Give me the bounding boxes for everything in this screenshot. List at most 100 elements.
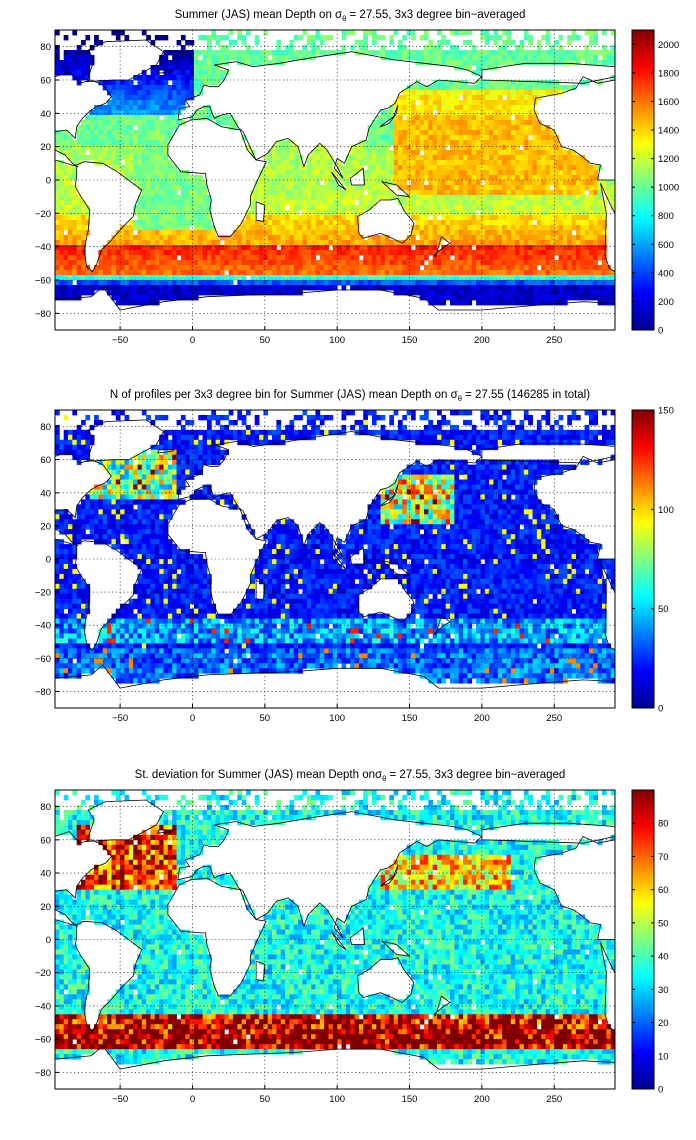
data-cell: [515, 95, 520, 101]
data-cell: [358, 145, 364, 151]
data-cell: [445, 85, 451, 91]
data-cell: [450, 150, 455, 156]
data-cell: [506, 155, 512, 161]
y-tick-label: 20: [40, 142, 51, 153]
data-cell: [150, 419, 156, 426]
data-cell: [575, 245, 581, 251]
data-cell: [450, 295, 455, 301]
data-cell: [358, 155, 364, 161]
data-cell: [554, 200, 559, 206]
data-cell: [575, 255, 581, 261]
data-cell: [293, 275, 299, 281]
data-cell: [59, 205, 65, 211]
data-cell: [410, 140, 416, 146]
data-cell: [311, 185, 316, 191]
data-cell: [463, 185, 468, 191]
data-cell: [497, 35, 503, 41]
data-cell: [502, 260, 507, 266]
data-cell: [337, 190, 342, 196]
data-cell: [515, 130, 520, 136]
data-cell: [311, 160, 316, 166]
data-cell: [480, 55, 486, 61]
data-cell: [237, 270, 243, 276]
data-cell: [176, 250, 182, 256]
data-cell: [367, 125, 373, 131]
data-cell: [406, 265, 412, 271]
data-cell: [389, 135, 394, 141]
data-cell: [63, 295, 69, 301]
data-cell: [497, 220, 503, 226]
data-cell: [515, 105, 520, 111]
data-cell: [593, 250, 599, 256]
data-cell: [445, 260, 451, 266]
data-cell: [580, 270, 586, 276]
data-cell: [593, 200, 599, 206]
data-cell: [202, 245, 208, 251]
data-cell: [580, 255, 586, 261]
data-cell: [432, 170, 438, 176]
data-cell: [354, 155, 360, 161]
data-cell: [332, 429, 338, 436]
data-cell: [167, 75, 173, 81]
data-cell: [493, 225, 499, 231]
data-cell: [610, 30, 616, 36]
data-cell: [571, 175, 577, 181]
data-cell: [450, 285, 455, 291]
data-cell: [528, 130, 533, 136]
data-cell: [124, 265, 130, 271]
data-cell: [601, 424, 607, 431]
data-cell: [167, 255, 173, 261]
data-cell: [384, 110, 390, 116]
data-cell: [198, 250, 203, 256]
data-cell: [124, 290, 130, 296]
data-cell: [493, 100, 499, 106]
data-cell: [298, 250, 303, 256]
data-cell: [163, 85, 169, 91]
data-cell: [324, 195, 329, 201]
data-cell: [141, 410, 147, 416]
data-cell: [141, 115, 147, 121]
data-cell: [445, 80, 451, 86]
data-cell: [219, 285, 225, 291]
data-cell: [493, 295, 499, 301]
data-cell: [250, 240, 256, 246]
data-cell: [593, 255, 599, 261]
data-cell: [545, 165, 551, 171]
data-cell: [458, 245, 464, 251]
data-cell: [450, 45, 455, 51]
data-cell: [85, 285, 91, 291]
data-cell: [72, 190, 78, 196]
data-cell: [476, 290, 481, 296]
data-cell: [584, 220, 590, 226]
data-cell: [293, 155, 299, 161]
data-cell: [285, 185, 290, 191]
data-cell: [541, 220, 546, 226]
data-cell: [489, 230, 494, 236]
data-cell: [606, 275, 612, 281]
data-cell: [120, 115, 125, 121]
data-cell: [272, 165, 277, 171]
data-cell: [124, 90, 130, 96]
data-cell: [510, 140, 516, 146]
data-cell: [68, 65, 73, 71]
data-cell: [180, 80, 186, 86]
data-cell: [584, 270, 590, 276]
data-cell: [98, 130, 104, 136]
data-cell: [580, 195, 586, 201]
data-cell: [415, 180, 421, 186]
data-cell: [528, 295, 533, 301]
data-cell: [432, 130, 438, 136]
data-cell: [450, 290, 455, 296]
data-cell: [554, 195, 559, 201]
data-cell: [241, 40, 247, 46]
data-cell: [380, 140, 386, 146]
data-cell: [536, 424, 542, 431]
data-cell: [315, 30, 321, 36]
data-cell: [454, 95, 460, 101]
data-cell: [489, 130, 494, 136]
data-cell: [241, 270, 247, 276]
data-cell: [241, 230, 247, 236]
data-cell: [432, 175, 438, 181]
data-cell: [510, 175, 516, 181]
data-cell: [228, 270, 234, 276]
